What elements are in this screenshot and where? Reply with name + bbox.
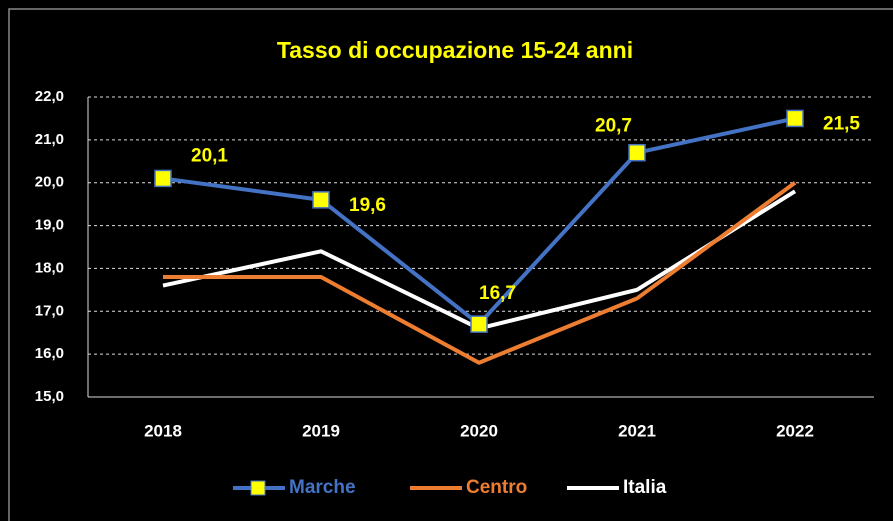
data-label: 20,1 xyxy=(191,145,228,166)
legend-marker xyxy=(250,480,266,496)
marker xyxy=(470,315,488,333)
x-tick-label: 2020 xyxy=(460,421,498,440)
marker xyxy=(154,169,172,188)
data-label: 20,7 xyxy=(595,116,632,137)
x-tick-label: 2019 xyxy=(302,421,340,440)
legend-label: Marche xyxy=(289,477,356,498)
y-tick-label: 22,0 xyxy=(35,88,64,105)
legend-label: Centro xyxy=(466,477,527,498)
chart-border xyxy=(8,8,893,521)
y-tick-label: 18,0 xyxy=(35,259,64,276)
x-tick-label: 2018 xyxy=(144,421,182,440)
y-tick-label: 21,0 xyxy=(35,131,64,148)
series-line xyxy=(163,181,797,365)
y-tick-label: 19,0 xyxy=(35,217,64,234)
marker xyxy=(628,143,646,162)
data-label: 16,7 xyxy=(479,283,516,304)
data-label: 21,5 xyxy=(823,113,860,134)
x-tick-label: 2022 xyxy=(776,421,814,440)
marker xyxy=(312,191,330,209)
y-tick-label: 17,0 xyxy=(35,302,64,319)
y-tick-label: 16,0 xyxy=(35,345,64,362)
y-tick-label: 15,0 xyxy=(35,388,64,405)
legend-label: Italia xyxy=(623,477,667,498)
chart-title: Tasso di occupazione 15-24 anni xyxy=(277,37,633,63)
marker xyxy=(786,109,804,128)
y-tick-label: 20,0 xyxy=(35,174,64,191)
data-label: 19,6 xyxy=(349,195,386,216)
x-tick-label: 2021 xyxy=(618,421,656,440)
